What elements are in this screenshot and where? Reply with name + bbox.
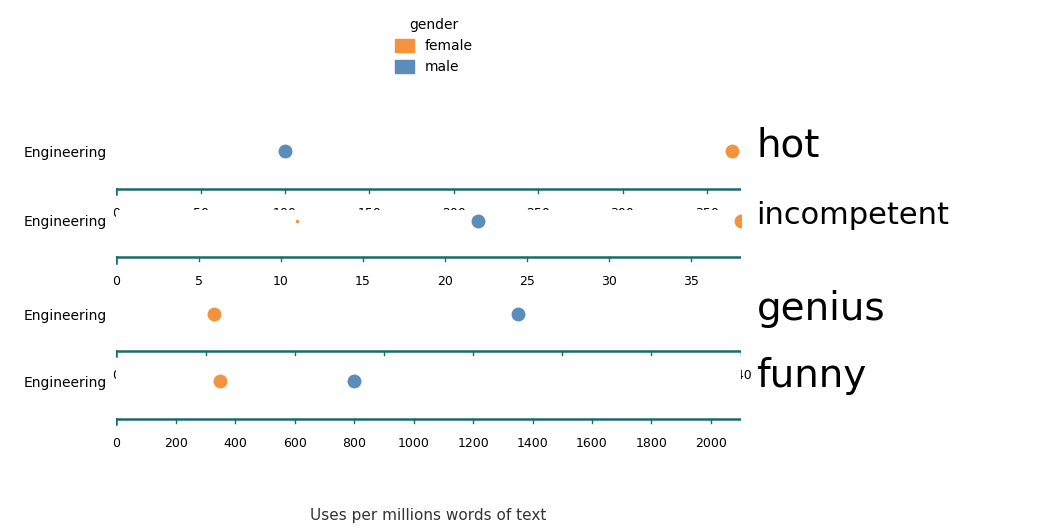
- Point: [509, 310, 526, 318]
- Point: [732, 216, 749, 225]
- Text: funny: funny: [756, 357, 867, 395]
- Text: Uses per millions words of text: Uses per millions words of text: [310, 508, 547, 523]
- Point: [346, 377, 363, 385]
- Point: [289, 216, 306, 225]
- Text: genius: genius: [756, 290, 886, 328]
- Point: [276, 147, 293, 155]
- Point: [212, 377, 229, 385]
- Point: [470, 216, 487, 225]
- Text: incompetent: incompetent: [756, 201, 949, 230]
- Point: [724, 147, 741, 155]
- Legend: female, male: female, male: [389, 12, 478, 80]
- Text: hot: hot: [756, 127, 820, 165]
- Point: [206, 310, 223, 318]
